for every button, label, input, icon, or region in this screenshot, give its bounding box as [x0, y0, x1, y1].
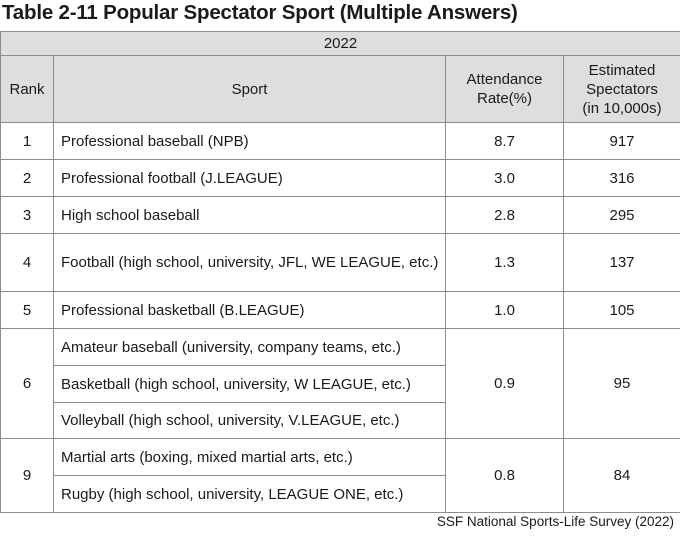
estimated-spectators-cell: 105: [563, 291, 680, 329]
table-row: Basketball (high school, university, W L…: [1, 365, 680, 403]
rank-cell: 5: [0, 291, 54, 329]
attendance-rate-cell: 3.0: [445, 159, 564, 197]
attendance-rate-cell: 1.3: [445, 233, 564, 292]
rank-header: Rank: [0, 55, 54, 123]
attendance-rate-cell: 8.7: [445, 122, 564, 160]
estimated-spectators-cell: 917: [563, 122, 680, 160]
table-row: 9 Martial arts (boxing, mixed martial ar…: [0, 438, 680, 513]
sport-cell: Rugby (high school, university, LEAGUE O…: [53, 475, 446, 513]
sport-header: Sport: [53, 55, 446, 123]
rank-cell: 3: [0, 196, 54, 234]
rank-cell: 1: [0, 122, 54, 160]
attendance-rate-header-line1: Attendance: [466, 71, 543, 88]
source-note: SSF National Sports-Life Survey (2022): [436, 514, 674, 529]
estimated-spectators-header-line3: (in 10,000s): [582, 99, 662, 117]
table-title: Table 2-11 Popular Spectator Sport (Mult…: [2, 1, 518, 24]
attendance-rate-header: Attendance Rate(%): [445, 55, 564, 123]
attendance-rate-header-line2: Rate(%): [476, 90, 532, 107]
sport-cell: Amateur baseball (university, company te…: [53, 328, 446, 366]
attendance-rate-cell: 2.8: [445, 196, 564, 234]
sport-cell: High school baseball: [53, 196, 446, 234]
estimated-spectators-cell: 84: [563, 438, 680, 513]
table-row: 6 Amateur baseball (university, company …: [0, 328, 680, 439]
table-row: 3 High school baseball 2.8 295: [0, 196, 680, 234]
sport-cell: Football (high school, university, JFL, …: [53, 233, 446, 292]
year-header: 2022: [0, 31, 680, 56]
year-header-row: 2022: [0, 31, 680, 56]
table-row: Volleyball (high school, university, V.L…: [1, 402, 680, 439]
estimated-spectators-header-line1: Estimated: [588, 61, 656, 79]
estimated-spectators-cell: 95: [563, 328, 680, 439]
estimated-spectators-header-line2: Spectators: [586, 80, 658, 98]
sport-cell: Basketball (high school, university, W L…: [53, 365, 446, 403]
rank-cell: 6: [0, 328, 54, 439]
rank-cell: 2: [0, 159, 54, 197]
sport-cell: Professional baseball (NPB): [53, 122, 446, 160]
table-row: 2 Professional football (J.LEAGUE) 3.0 3…: [0, 159, 680, 197]
sport-cell: Martial arts (boxing, mixed martial arts…: [53, 438, 446, 476]
rank-cell: 9: [0, 438, 54, 513]
sport-cell: Volleyball (high school, university, V.L…: [53, 402, 446, 439]
estimated-spectators-header: Estimated Spectators (in 10,000s): [563, 55, 680, 123]
table-row: 5 Professional basketball (B.LEAGUE) 1.0…: [0, 291, 680, 329]
rank-cell: 4: [0, 233, 54, 292]
table-row: 4 Football (high school, university, JFL…: [0, 233, 680, 292]
estimated-spectators-cell: 316: [563, 159, 680, 197]
table-row: 1 Professional baseball (NPB) 8.7 917: [0, 122, 680, 160]
spectator-sport-table: 2022 Rank Sport Attendance Rate(%) Estima…: [0, 31, 680, 513]
sport-cell: Professional basketball (B.LEAGUE): [53, 291, 446, 329]
sport-cell: Professional football (J.LEAGUE): [53, 159, 446, 197]
estimated-spectators-cell: 137: [563, 233, 680, 292]
attendance-rate-cell: 1.0: [445, 291, 564, 329]
attendance-rate-cell: 0.8: [445, 438, 564, 513]
estimated-spectators-cell: 295: [563, 196, 680, 234]
column-header-row: Rank Sport Attendance Rate(%) Estimated Sp…: [0, 55, 680, 123]
attendance-rate-cell: 0.9: [445, 328, 564, 439]
table-row: Rugby (high school, university, LEAGUE O…: [1, 475, 680, 513]
